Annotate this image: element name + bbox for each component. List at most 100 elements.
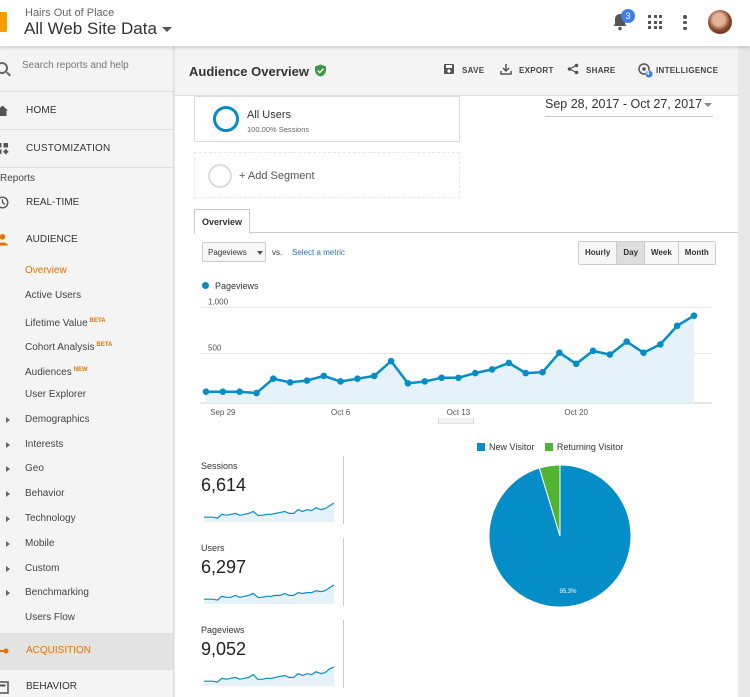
day-button[interactable]: Day xyxy=(617,242,646,264)
date-range-picker[interactable]: Sep 28, 2017 - Oct 27, 2017 xyxy=(545,97,713,117)
data-point[interactable] xyxy=(623,338,630,345)
segment-ring-icon xyxy=(213,106,239,132)
series-area xyxy=(206,315,694,403)
data-point[interactable] xyxy=(522,369,530,377)
audience-item-label: User Explorer xyxy=(25,388,87,400)
data-point[interactable] xyxy=(370,372,378,380)
scorecard-value: 6,297 xyxy=(201,557,247,577)
nav-acquisition-label: ACQUISITION xyxy=(26,644,92,656)
pie-slice[interactable] xyxy=(538,464,561,537)
audience-item[interactable]: Custom xyxy=(0,557,173,582)
data-point[interactable] xyxy=(488,366,496,373)
data-point[interactable] xyxy=(337,378,344,385)
select-metric-link[interactable]: Select a metric xyxy=(292,248,345,257)
data-point[interactable] xyxy=(219,388,227,395)
scorecard[interactable]: Sessions 6,614 xyxy=(194,456,344,524)
chart-resize-handle[interactable] xyxy=(438,418,474,424)
tab-overview[interactable]: Overview xyxy=(194,209,251,234)
audience-item[interactable]: Geo xyxy=(0,457,173,482)
intelligence-button[interactable]: INTELLIGENCE xyxy=(656,66,719,75)
nav-acquisition[interactable]: ACQUISITION xyxy=(0,632,173,669)
data-point[interactable] xyxy=(690,312,698,319)
x-tick-label: Oct 13 xyxy=(447,408,471,417)
audience-item[interactable]: Lifetime Value BETA xyxy=(0,309,173,334)
data-point[interactable] xyxy=(320,372,328,380)
scorecard[interactable]: Users 6,297 xyxy=(194,538,344,606)
customization-icon xyxy=(0,143,9,155)
audience-item[interactable]: Active Users xyxy=(0,284,173,309)
nav-realtime[interactable]: REAL-TIME xyxy=(0,185,173,222)
data-point[interactable] xyxy=(471,369,479,377)
search-icon xyxy=(0,62,8,74)
audience-item-label: Cohort Analysis xyxy=(25,342,95,354)
search-input[interactable] xyxy=(22,60,162,71)
data-point[interactable] xyxy=(421,378,429,385)
data-point[interactable] xyxy=(253,389,260,397)
audience-item[interactable]: Demographics xyxy=(0,408,173,433)
data-point[interactable] xyxy=(673,322,681,330)
analytics-logo-icon[interactable] xyxy=(0,12,7,32)
nav-audience-label: AUDIENCE xyxy=(26,234,78,245)
export-button[interactable]: EXPORT xyxy=(519,66,554,75)
data-point[interactable] xyxy=(572,360,580,368)
data-point[interactable] xyxy=(505,359,513,367)
data-point[interactable] xyxy=(556,349,563,357)
property-selector[interactable]: All Web Site Data xyxy=(24,19,172,39)
nav-home[interactable]: HOME xyxy=(0,92,173,130)
scorecard[interactable]: Pageviews 9,052 xyxy=(194,620,344,688)
data-point[interactable] xyxy=(202,388,210,395)
data-point[interactable] xyxy=(589,347,597,355)
nav-behavior[interactable]: BEHAVIOR xyxy=(0,668,173,697)
data-point[interactable] xyxy=(539,368,546,376)
data-point[interactable] xyxy=(404,380,412,387)
month-button[interactable]: Month xyxy=(678,242,715,264)
hourly-button[interactable]: Hourly xyxy=(579,242,618,264)
metric-select[interactable]: Pageviews xyxy=(202,242,266,262)
audience-item[interactable]: Interests xyxy=(0,433,173,458)
audience-item[interactable]: Mobile xyxy=(0,532,173,557)
data-point[interactable] xyxy=(657,341,664,348)
sparkline-line xyxy=(204,502,335,519)
audience-item[interactable]: Benchmarking xyxy=(0,581,173,606)
nav-customization[interactable]: CUSTOMIZATION xyxy=(0,130,173,168)
save-button[interactable]: SAVE xyxy=(462,66,485,75)
data-point[interactable] xyxy=(354,375,361,382)
add-segment-button[interactable]: + Add Segment xyxy=(194,152,460,198)
nav-audience[interactable]: AUDIENCE xyxy=(0,222,173,259)
segment-card[interactable]: All Users 100.00% Sessions xyxy=(194,96,460,142)
share-button[interactable]: SHARE xyxy=(586,66,616,75)
data-point[interactable] xyxy=(438,374,445,382)
legend-swatch-new xyxy=(477,443,485,451)
audience-item[interactable]: Audiences NEW xyxy=(0,358,173,383)
data-point[interactable] xyxy=(236,388,243,395)
legend-new-visitor: New Visitor xyxy=(489,442,535,452)
avatar[interactable] xyxy=(708,10,732,34)
data-point[interactable] xyxy=(286,379,294,386)
audience-item[interactable]: Cohort Analysis BETA xyxy=(0,333,173,358)
visitor-pie-chart: 95.3% xyxy=(488,464,632,608)
data-point[interactable] xyxy=(387,357,395,365)
audience-item[interactable]: Overview xyxy=(0,259,173,284)
week-button[interactable]: Week xyxy=(645,242,679,264)
date-range-label: Sep 28, 2017 - Oct 27, 2017 xyxy=(545,97,703,111)
expand-arrow-icon xyxy=(6,565,10,572)
audience-item[interactable]: User Explorer xyxy=(0,383,173,408)
data-point[interactable] xyxy=(270,375,277,382)
data-point[interactable] xyxy=(640,349,647,357)
data-point[interactable] xyxy=(455,374,462,382)
more-vertical-icon[interactable] xyxy=(683,15,687,30)
audience-item-label: Demographics xyxy=(25,413,90,425)
audience-item[interactable]: Behavior xyxy=(0,482,173,507)
export-icon xyxy=(500,64,512,75)
audience-item-label: Interests xyxy=(25,438,64,450)
audience-item[interactable]: Technology xyxy=(0,507,173,532)
audience-item-label: Overview xyxy=(25,265,67,276)
data-point[interactable] xyxy=(303,377,311,384)
audience-item[interactable]: Users Flow xyxy=(0,606,173,631)
apps-grid-icon[interactable] xyxy=(648,15,662,29)
sidebar: HOME CUSTOMIZATION Reports REAL-TIME AUD… xyxy=(0,46,174,697)
granularity-toggle: Hourly Day Week Month xyxy=(578,241,716,265)
data-point[interactable] xyxy=(606,351,614,358)
nav-realtime-label: REAL-TIME xyxy=(26,197,80,208)
line-chart-legend: Pageviews xyxy=(202,281,259,291)
